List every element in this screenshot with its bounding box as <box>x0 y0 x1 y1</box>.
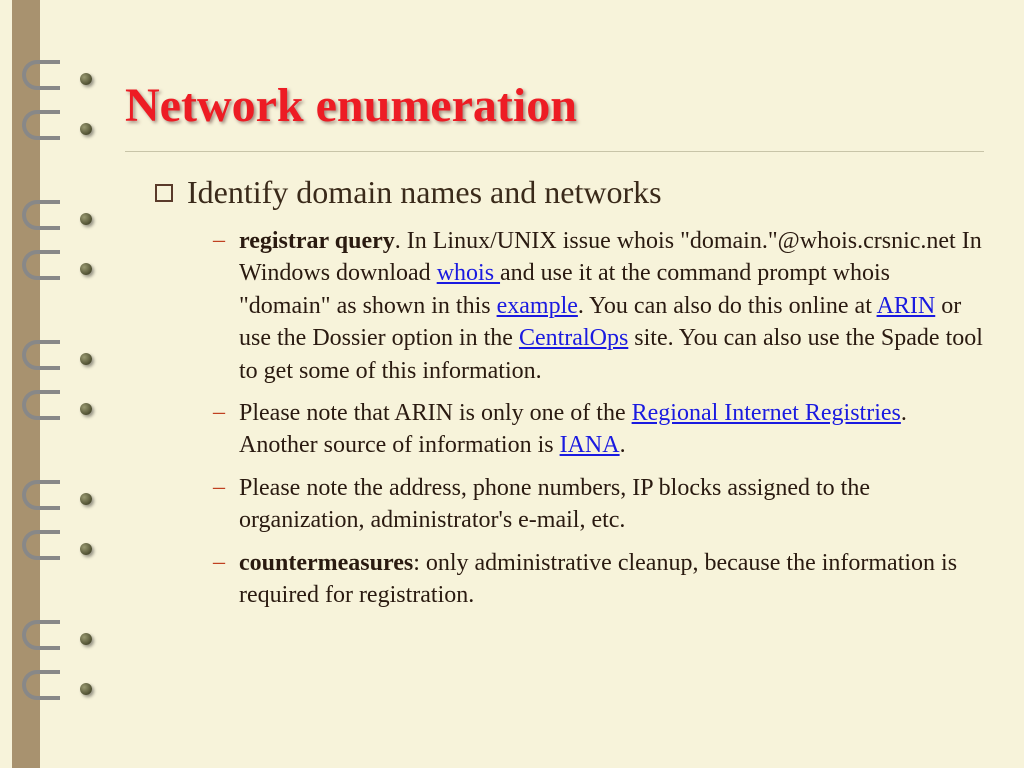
link-centralops[interactable]: CentralOps <box>519 325 628 351</box>
bold-term: registrar query <box>239 228 395 254</box>
bold-term: countermeasures <box>239 550 413 576</box>
link-arin[interactable]: ARIN <box>877 293 936 319</box>
list-item: – countermeasures: only administrative c… <box>213 547 984 612</box>
main-bullet: Identify domain names and networks <box>155 174 984 211</box>
list-item: – registrar query. In Linux/UNIX issue w… <box>213 225 984 387</box>
slide-content: Network enumeration Identify domain name… <box>125 78 984 621</box>
text-run: Please note the address, phone numbers, … <box>239 475 870 533</box>
slide-title: Network enumeration <box>125 78 984 133</box>
dash-bullet-icon: – <box>213 472 225 502</box>
dash-bullet-icon: – <box>213 397 225 427</box>
dash-bullet-icon: – <box>213 225 225 255</box>
sub-bullet-list: – registrar query. In Linux/UNIX issue w… <box>213 225 984 611</box>
link-example[interactable]: example <box>497 293 578 319</box>
list-item: – Please note the address, phone numbers… <box>213 472 984 537</box>
link-iana[interactable]: IANA <box>560 432 620 458</box>
link-whois[interactable]: whois <box>437 260 500 286</box>
list-item-body: Please note that ARIN is only one of the… <box>239 397 984 462</box>
list-item: – Please note that ARIN is only one of t… <box>213 397 984 462</box>
divider <box>125 151 984 152</box>
list-item-body: registrar query. In Linux/UNIX issue who… <box>239 225 984 387</box>
list-item-body: Please note the address, phone numbers, … <box>239 472 984 537</box>
text-run: . You can also do this online at <box>578 293 877 319</box>
spiral-rings <box>40 0 100 768</box>
text-run: Please note that ARIN is only one of the <box>239 400 632 426</box>
square-bullet-icon <box>155 184 173 202</box>
link-rir[interactable]: Regional Internet Registries <box>632 400 901 426</box>
dash-bullet-icon: – <box>213 547 225 577</box>
main-bullet-text: Identify domain names and networks <box>187 174 662 211</box>
text-run: . <box>620 432 626 458</box>
list-item-body: countermeasures: only administrative cle… <box>239 547 984 612</box>
